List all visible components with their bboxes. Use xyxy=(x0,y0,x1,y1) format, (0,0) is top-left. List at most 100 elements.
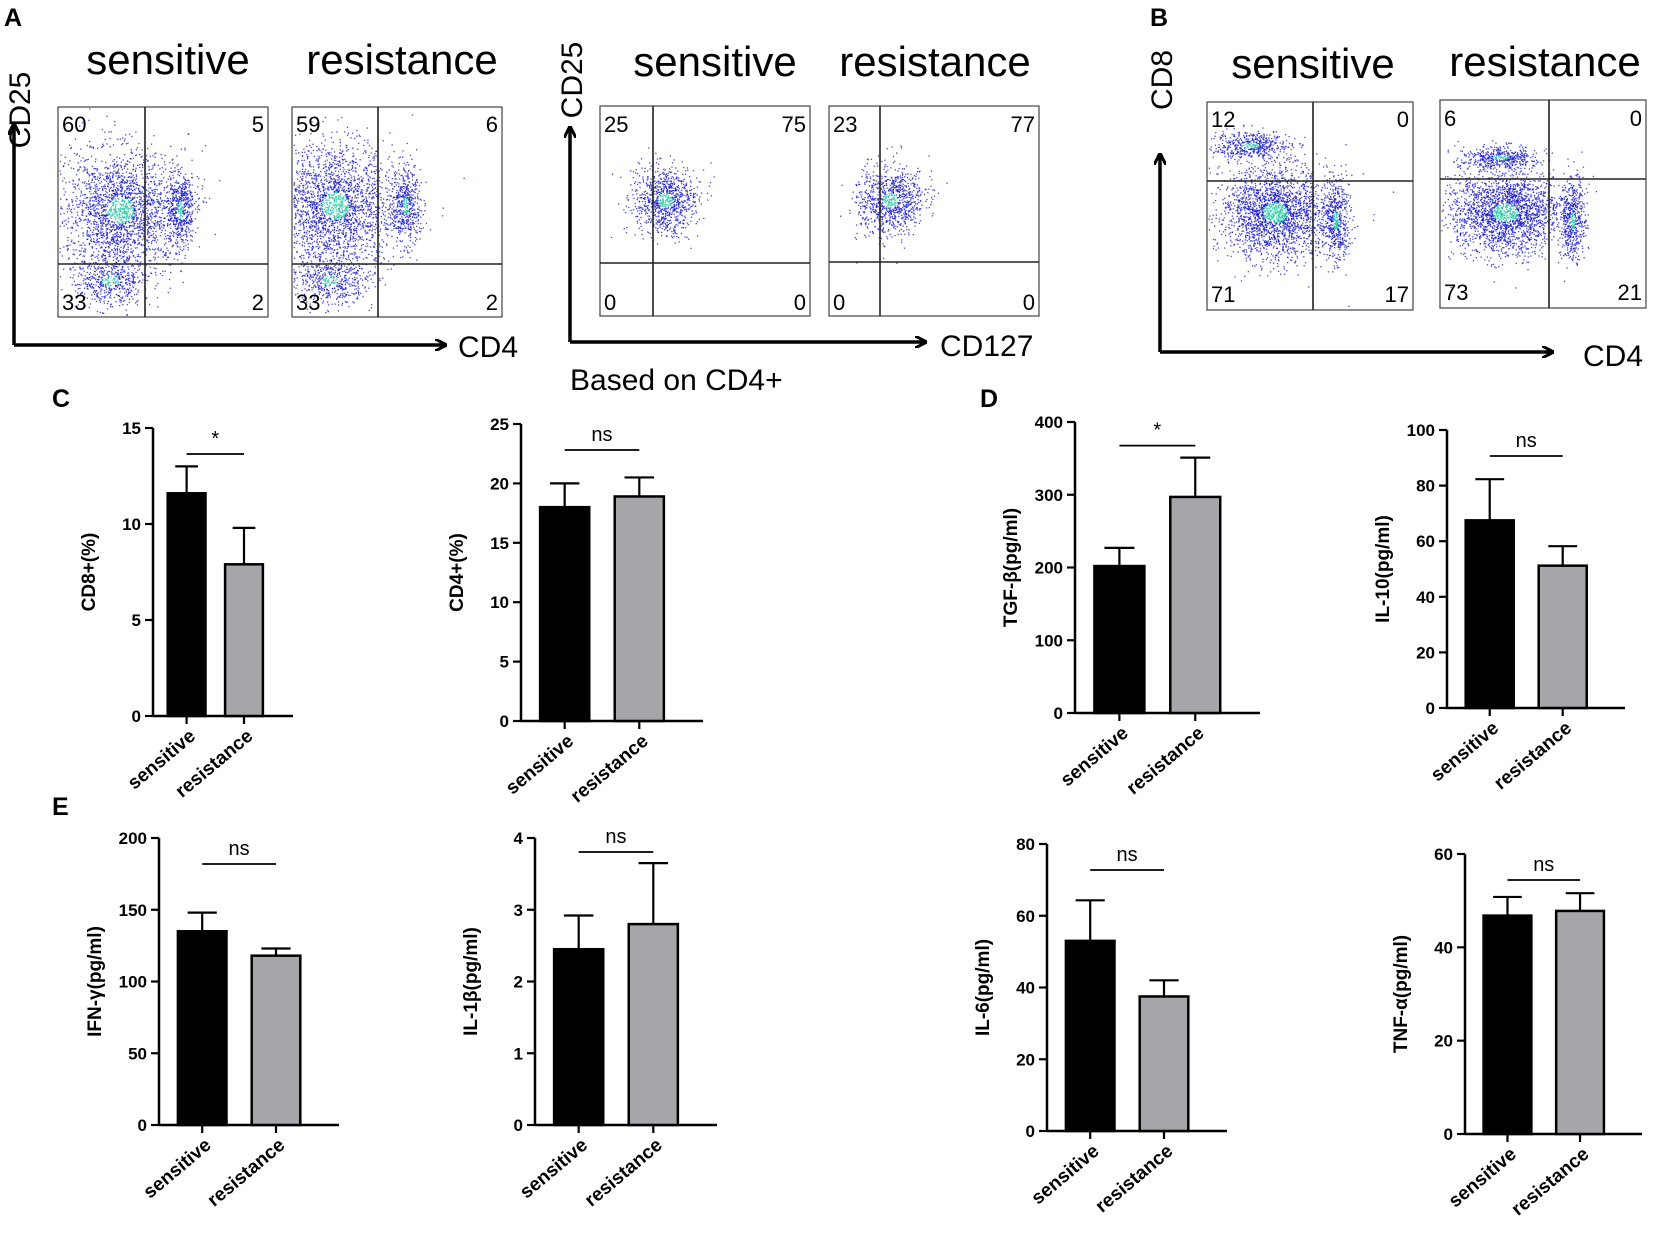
scatter-event xyxy=(110,181,112,183)
scatter-event xyxy=(316,240,318,242)
scatter-event xyxy=(81,247,83,249)
scatter-event xyxy=(346,247,348,249)
scatter-event xyxy=(141,272,143,274)
scatter-event xyxy=(131,215,133,217)
scatter-event xyxy=(180,200,183,202)
scatter-event xyxy=(361,189,364,191)
scatter-event xyxy=(343,250,345,252)
scatter-event xyxy=(106,261,108,263)
scatter-event xyxy=(126,189,128,191)
scatter-event xyxy=(116,258,118,260)
scatter-event xyxy=(155,236,158,238)
scatter-event xyxy=(125,262,127,264)
scatter-event xyxy=(308,256,310,258)
scatter-event xyxy=(92,291,95,294)
scatter-event xyxy=(327,204,329,206)
scatter-event xyxy=(102,258,104,261)
scatter-event xyxy=(360,204,362,207)
scatter-event xyxy=(170,188,172,190)
scatter-event xyxy=(81,268,83,270)
scatter-event xyxy=(322,244,325,246)
scatter-event xyxy=(108,292,110,294)
scatter-event xyxy=(335,190,337,192)
scatter-event xyxy=(113,193,116,195)
scatter-event xyxy=(110,217,113,220)
scatter-event xyxy=(195,231,197,234)
scatter-event xyxy=(353,230,355,232)
scatter-event xyxy=(113,185,115,187)
scatter-event xyxy=(347,225,349,228)
scatter-event xyxy=(319,197,321,199)
scatter-event xyxy=(181,221,183,223)
scatter-event xyxy=(185,199,187,201)
scatter-event xyxy=(92,192,95,195)
scatter-event xyxy=(176,221,179,223)
scatter-event xyxy=(98,259,100,262)
scatter-event xyxy=(343,216,345,218)
scatter-event xyxy=(327,207,329,209)
scatter-event xyxy=(102,228,104,230)
scatter-event xyxy=(93,172,96,175)
scatter-event xyxy=(173,235,175,237)
scatter-event xyxy=(174,215,176,217)
scatter-event xyxy=(187,190,189,192)
scatter-event xyxy=(97,292,99,294)
scatter-event xyxy=(329,221,331,223)
scatter-event xyxy=(308,227,311,229)
scatter-event xyxy=(189,220,191,222)
scatter-event xyxy=(73,253,75,256)
scatter-event xyxy=(90,255,92,258)
scatter-event xyxy=(318,222,320,224)
scatter-event xyxy=(332,209,334,212)
scatter-event xyxy=(184,206,186,208)
scatter-event xyxy=(97,225,99,227)
scatter-event xyxy=(183,177,185,179)
scatter-event xyxy=(107,211,110,213)
scatter-event xyxy=(89,268,91,270)
scatter-event xyxy=(191,173,193,175)
scatter-event xyxy=(109,187,111,189)
scatter-event xyxy=(74,262,76,264)
scatter-event xyxy=(185,228,187,230)
scatter-event xyxy=(342,211,344,213)
scatter-event xyxy=(120,211,122,213)
scatter-event xyxy=(69,160,71,162)
scatter-event xyxy=(90,276,92,278)
scatter-event xyxy=(312,252,315,254)
scatter-event xyxy=(170,239,172,241)
scatter-event xyxy=(101,247,103,249)
scatter-event xyxy=(336,210,338,212)
scatter-event xyxy=(325,196,327,198)
scatter-event xyxy=(183,242,185,244)
scatter-event xyxy=(99,193,102,196)
scatter-event xyxy=(176,217,179,219)
scatter-event xyxy=(181,188,183,190)
scatter-event xyxy=(117,164,119,166)
scatter-event xyxy=(293,197,296,199)
scatter-event xyxy=(317,186,319,189)
scatter-event xyxy=(366,173,368,175)
scatter-event xyxy=(322,222,324,225)
scatter-event xyxy=(333,192,335,194)
scatter-event xyxy=(140,196,142,198)
scatter-event xyxy=(71,284,73,286)
scatter-event xyxy=(320,194,322,196)
scatter-event xyxy=(105,190,107,193)
scatter-event xyxy=(145,274,147,276)
scatter-event xyxy=(380,262,382,264)
scatter-event xyxy=(175,239,178,241)
scatter-event xyxy=(181,227,184,230)
scatter-event xyxy=(154,271,157,274)
scatter-event xyxy=(321,197,323,199)
scatter-event xyxy=(348,202,351,204)
scatter-event xyxy=(104,246,107,249)
scatter-event xyxy=(102,219,105,221)
scatter-event xyxy=(339,184,341,186)
scatter-event xyxy=(301,190,303,192)
scatter-event xyxy=(326,246,328,248)
scatter-event xyxy=(145,219,148,221)
scatter-event xyxy=(136,193,138,195)
scatter-event xyxy=(72,179,74,181)
scatter-event xyxy=(91,165,94,167)
scatter-event xyxy=(120,299,122,301)
